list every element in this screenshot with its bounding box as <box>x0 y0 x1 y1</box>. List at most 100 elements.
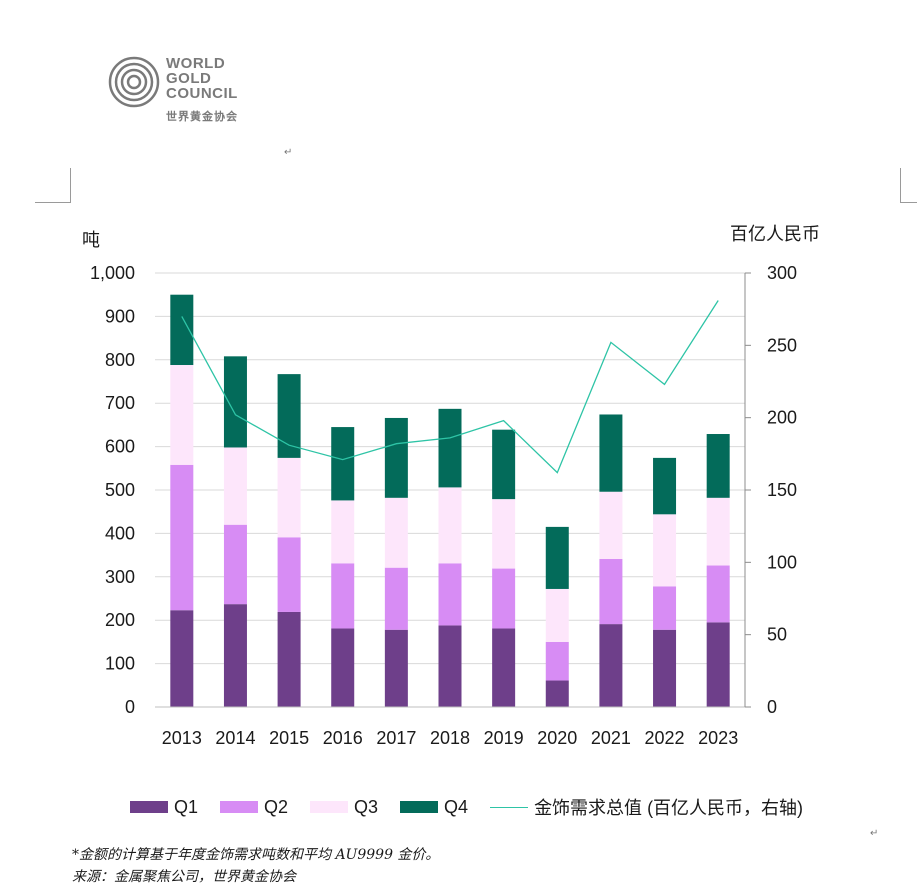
right-axis-unit: 百亿人民币 <box>730 224 820 245</box>
left-tick-label: 300 <box>105 567 135 587</box>
left-tick-label: 0 <box>125 697 135 717</box>
bar-q2-2019 <box>492 568 516 629</box>
bar-q2-2013 <box>170 464 194 611</box>
legend-item-q3: Q3 <box>310 797 378 818</box>
x-tick-label: 2022 <box>645 728 685 748</box>
bar-q1-2023 <box>706 622 730 707</box>
x-tick-label: 2018 <box>430 728 470 748</box>
bar-q4-2016 <box>331 427 355 501</box>
x-tick-label: 2019 <box>484 728 524 748</box>
crop-mark-right <box>900 168 917 203</box>
world-gold-council-logo: WORLD GOLD COUNCIL 世界黄金协会 <box>108 56 268 128</box>
bar-q1-2018 <box>438 625 462 707</box>
logo-wordmark: WORLD GOLD COUNCIL <box>166 56 238 101</box>
bar-q1-2013 <box>170 610 194 707</box>
bar-q2-2023 <box>706 565 730 623</box>
bar-q4-2021 <box>599 414 623 492</box>
legend-item-q2: Q2 <box>220 797 288 818</box>
right-tick-label: 0 <box>767 697 777 717</box>
right-tick-label: 200 <box>767 408 797 428</box>
logo-line-2: GOLD <box>166 70 212 87</box>
bar-q1-2015 <box>277 611 301 707</box>
x-tick-label: 2017 <box>376 728 416 748</box>
bar-q1-2014 <box>223 604 247 707</box>
bar-q3-2018 <box>438 487 462 564</box>
bar-q1-2019 <box>492 628 516 707</box>
bar-q3-2013 <box>170 365 194 465</box>
right-tick-label: 300 <box>767 263 797 283</box>
bar-q1-2022 <box>653 629 677 707</box>
left-tick-label: 200 <box>105 610 135 630</box>
paragraph-mark: ↵ <box>284 147 293 158</box>
left-tick-label: 900 <box>105 306 135 326</box>
bar-q2-2014 <box>223 524 247 605</box>
bar-q4-2014 <box>223 356 247 448</box>
jewellery-demand-chart: 0 100 200 300 400 500 600 700 800 900 1,000 0 50 100 1… <box>82 224 820 748</box>
legend-label-q3: Q3 <box>354 796 379 817</box>
crop-mark-left <box>35 168 71 203</box>
bar-q1-2021 <box>599 624 623 707</box>
logo-rings-icon <box>108 56 160 108</box>
left-tick-label: 500 <box>105 480 135 500</box>
footnote-calculation: *金额的计算基于年度金饰需求吨数和平均 AU9999 金价。 <box>72 847 440 863</box>
legend-swatch-q4 <box>400 801 439 813</box>
logo-chinese: 世界黄金协会 <box>166 110 238 123</box>
bar-q1-2020 <box>545 680 569 707</box>
legend-item-q4: Q4 <box>400 797 468 818</box>
bar-q3-2022 <box>653 514 677 587</box>
chart-legend: Q1 Q2 Q3 Q4 金饰需求总值 (百亿人民币，右轴) <box>130 795 803 819</box>
bar-q3-2015 <box>277 457 301 538</box>
bar-q2-2018 <box>438 563 462 626</box>
bar-q4-2013 <box>170 294 194 366</box>
bar-q4-2017 <box>384 417 408 498</box>
legend-label-q2: Q2 <box>264 796 289 817</box>
logo-line-1: WORLD <box>166 55 226 72</box>
paragraph-mark: ↵ <box>870 828 879 839</box>
x-tick-label: 2015 <box>269 728 309 748</box>
left-tick-label: 800 <box>105 350 135 370</box>
bar-q4-2022 <box>653 457 677 515</box>
bar-q4-2023 <box>706 434 730 498</box>
logo-line-3: COUNCIL <box>166 85 238 102</box>
bar-q2-2015 <box>277 537 301 612</box>
bar-q3-2023 <box>706 497 730 566</box>
bar-q1-2016 <box>331 628 355 707</box>
bar-q3-2014 <box>223 447 247 525</box>
bar-q2-2021 <box>599 559 623 625</box>
value-line-layer <box>181 300 719 474</box>
bar-q3-2017 <box>384 497 408 568</box>
bar-q4-2018 <box>438 408 462 488</box>
x-tick-label: 2014 <box>215 728 255 748</box>
axes: 0 100 200 300 400 500 600 700 800 900 1,000 0 50 100 1… <box>90 263 797 748</box>
bar-q3-2021 <box>599 491 623 560</box>
bar-q2-2017 <box>384 567 408 630</box>
x-tick-label: 2013 <box>162 728 202 748</box>
legend-label-q4: Q4 <box>444 796 469 817</box>
footnote-source: 来源：金属聚焦公司，世界黄金协会 <box>72 869 296 885</box>
legend-swatch-q1 <box>130 801 168 813</box>
left-tick-label: 700 <box>105 393 135 413</box>
left-tick-label: 1,000 <box>90 263 135 283</box>
x-tick-label: 2016 <box>323 728 363 748</box>
right-tick-label: 100 <box>767 552 797 572</box>
legend-item-q1: Q1 <box>130 797 198 818</box>
value-line <box>181 300 719 474</box>
bar-q4-2020 <box>545 526 569 589</box>
bar-q2-2022 <box>653 586 677 630</box>
bar-q2-2020 <box>545 641 569 681</box>
bar-q3-2019 <box>492 499 516 569</box>
legend-swatch-q3 <box>310 801 349 813</box>
legend-swatch-q2 <box>220 801 259 813</box>
bar-q4-2015 <box>277 374 301 458</box>
bar-q2-2016 <box>331 563 355 629</box>
x-tick-label: 2021 <box>591 728 631 748</box>
left-tick-label: 600 <box>105 437 135 457</box>
left-tick-label: 100 <box>105 654 135 674</box>
right-tick-label: 150 <box>767 480 797 500</box>
left-axis-unit: 吨 <box>82 230 100 251</box>
bar-q3-2016 <box>331 500 355 564</box>
legend-label-value-line: 金饰需求总值 (百亿人民币，右轴) <box>534 798 804 818</box>
bar-q4-2019 <box>492 429 516 500</box>
right-tick-label: 250 <box>767 335 797 355</box>
right-tick-label: 50 <box>767 625 787 645</box>
